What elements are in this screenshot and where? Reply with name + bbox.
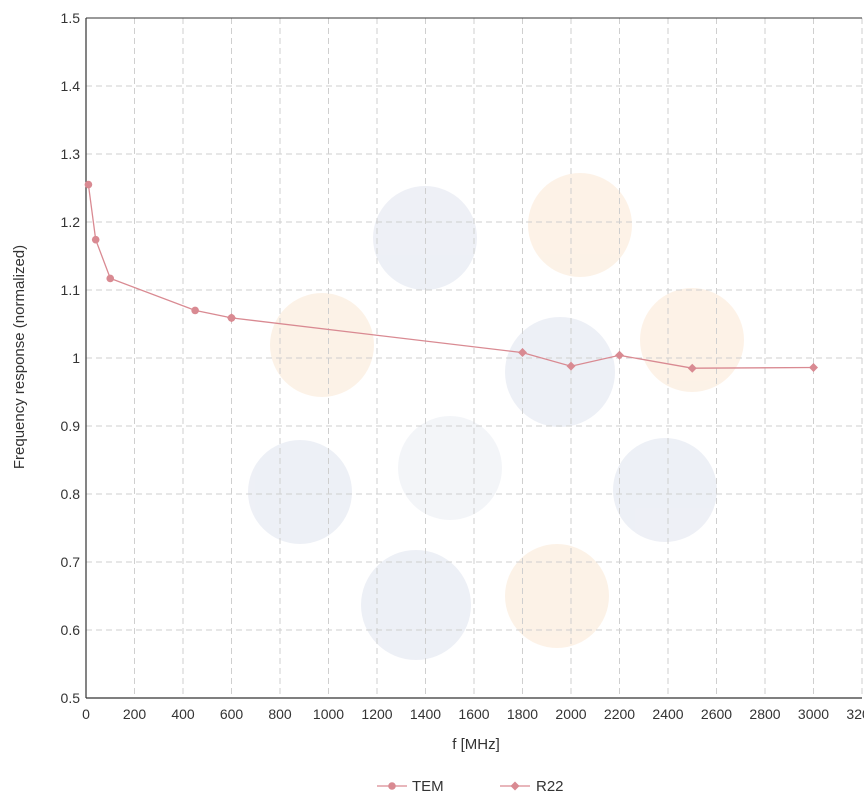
data-point-r22 xyxy=(518,348,527,358)
legend-label-r22: R22 xyxy=(536,778,564,795)
y-tick-label: 0.5 xyxy=(61,690,81,706)
x-tick-label: 2400 xyxy=(652,706,683,722)
legend-item-r22: R22 xyxy=(500,778,564,795)
data-point-tem xyxy=(84,180,93,189)
x-tick-label: 1400 xyxy=(410,706,441,722)
legend-marker-tem xyxy=(388,782,396,790)
x-tick-label: 3200 xyxy=(846,706,864,722)
x-tick-label: 1600 xyxy=(458,706,489,722)
y-tick-label: 0.8 xyxy=(61,486,81,502)
y-tick-label: 1.3 xyxy=(61,146,81,162)
legend-item-tem: TEM xyxy=(377,778,444,795)
data-point-r22 xyxy=(615,350,624,360)
x-tick-label: 2600 xyxy=(701,706,732,722)
x-axis-label: f [MHz] xyxy=(452,736,500,753)
y-axis-label: Frequency response (normalized) xyxy=(11,245,28,469)
x-axis-ticks: 0 200 400 600 800 1000 1200 1400 1600 1800 2000 220… xyxy=(82,706,864,722)
y-tick-label: 0.7 xyxy=(61,554,81,570)
y-tick-label: 1.4 xyxy=(61,78,81,94)
x-tick-label: 3000 xyxy=(798,706,829,722)
y-axis-ticks: 0.5 0.6 0.7 0.8 0.9 1 1.1 1.2 1.3 1.4 1.5 xyxy=(61,10,81,706)
y-tick-label: 0.9 xyxy=(61,418,81,434)
data-point-r22 xyxy=(809,363,818,373)
data-point-tem xyxy=(191,306,199,315)
x-tick-label: 200 xyxy=(123,706,147,722)
data-point-r22 xyxy=(227,313,236,323)
axes xyxy=(85,17,862,699)
series xyxy=(84,180,818,373)
legend: TEM R22 xyxy=(377,778,564,795)
y-tick-label: 1.2 xyxy=(61,214,81,230)
grid xyxy=(86,17,863,698)
watermark-logo xyxy=(248,173,744,660)
data-point-tem xyxy=(106,274,115,283)
x-tick-label: 2000 xyxy=(555,706,586,722)
x-tick-label: 2200 xyxy=(604,706,635,722)
x-tick-label: 1800 xyxy=(507,706,538,722)
x-tick-label: 2800 xyxy=(749,706,780,722)
y-tick-label: 0.6 xyxy=(61,622,81,638)
y-tick-label: 1.5 xyxy=(61,10,81,26)
series-line-r22 xyxy=(231,317,814,369)
data-point-tem xyxy=(91,235,100,244)
y-tick-label: 1 xyxy=(72,350,80,366)
x-tick-label: 600 xyxy=(220,706,244,722)
x-tick-label: 1000 xyxy=(313,706,344,722)
x-tick-label: 400 xyxy=(171,706,195,722)
y-tick-label: 1.1 xyxy=(61,282,81,298)
data-point-r22 xyxy=(566,361,576,371)
data-point-r22 xyxy=(687,363,697,373)
x-tick-label: 1200 xyxy=(361,706,392,722)
x-tick-label: 800 xyxy=(268,706,292,722)
legend-marker-r22 xyxy=(510,781,520,791)
legend-label-tem: TEM xyxy=(412,778,444,795)
x-tick-label: 0 xyxy=(82,706,90,722)
series-line-tem xyxy=(87,184,232,319)
